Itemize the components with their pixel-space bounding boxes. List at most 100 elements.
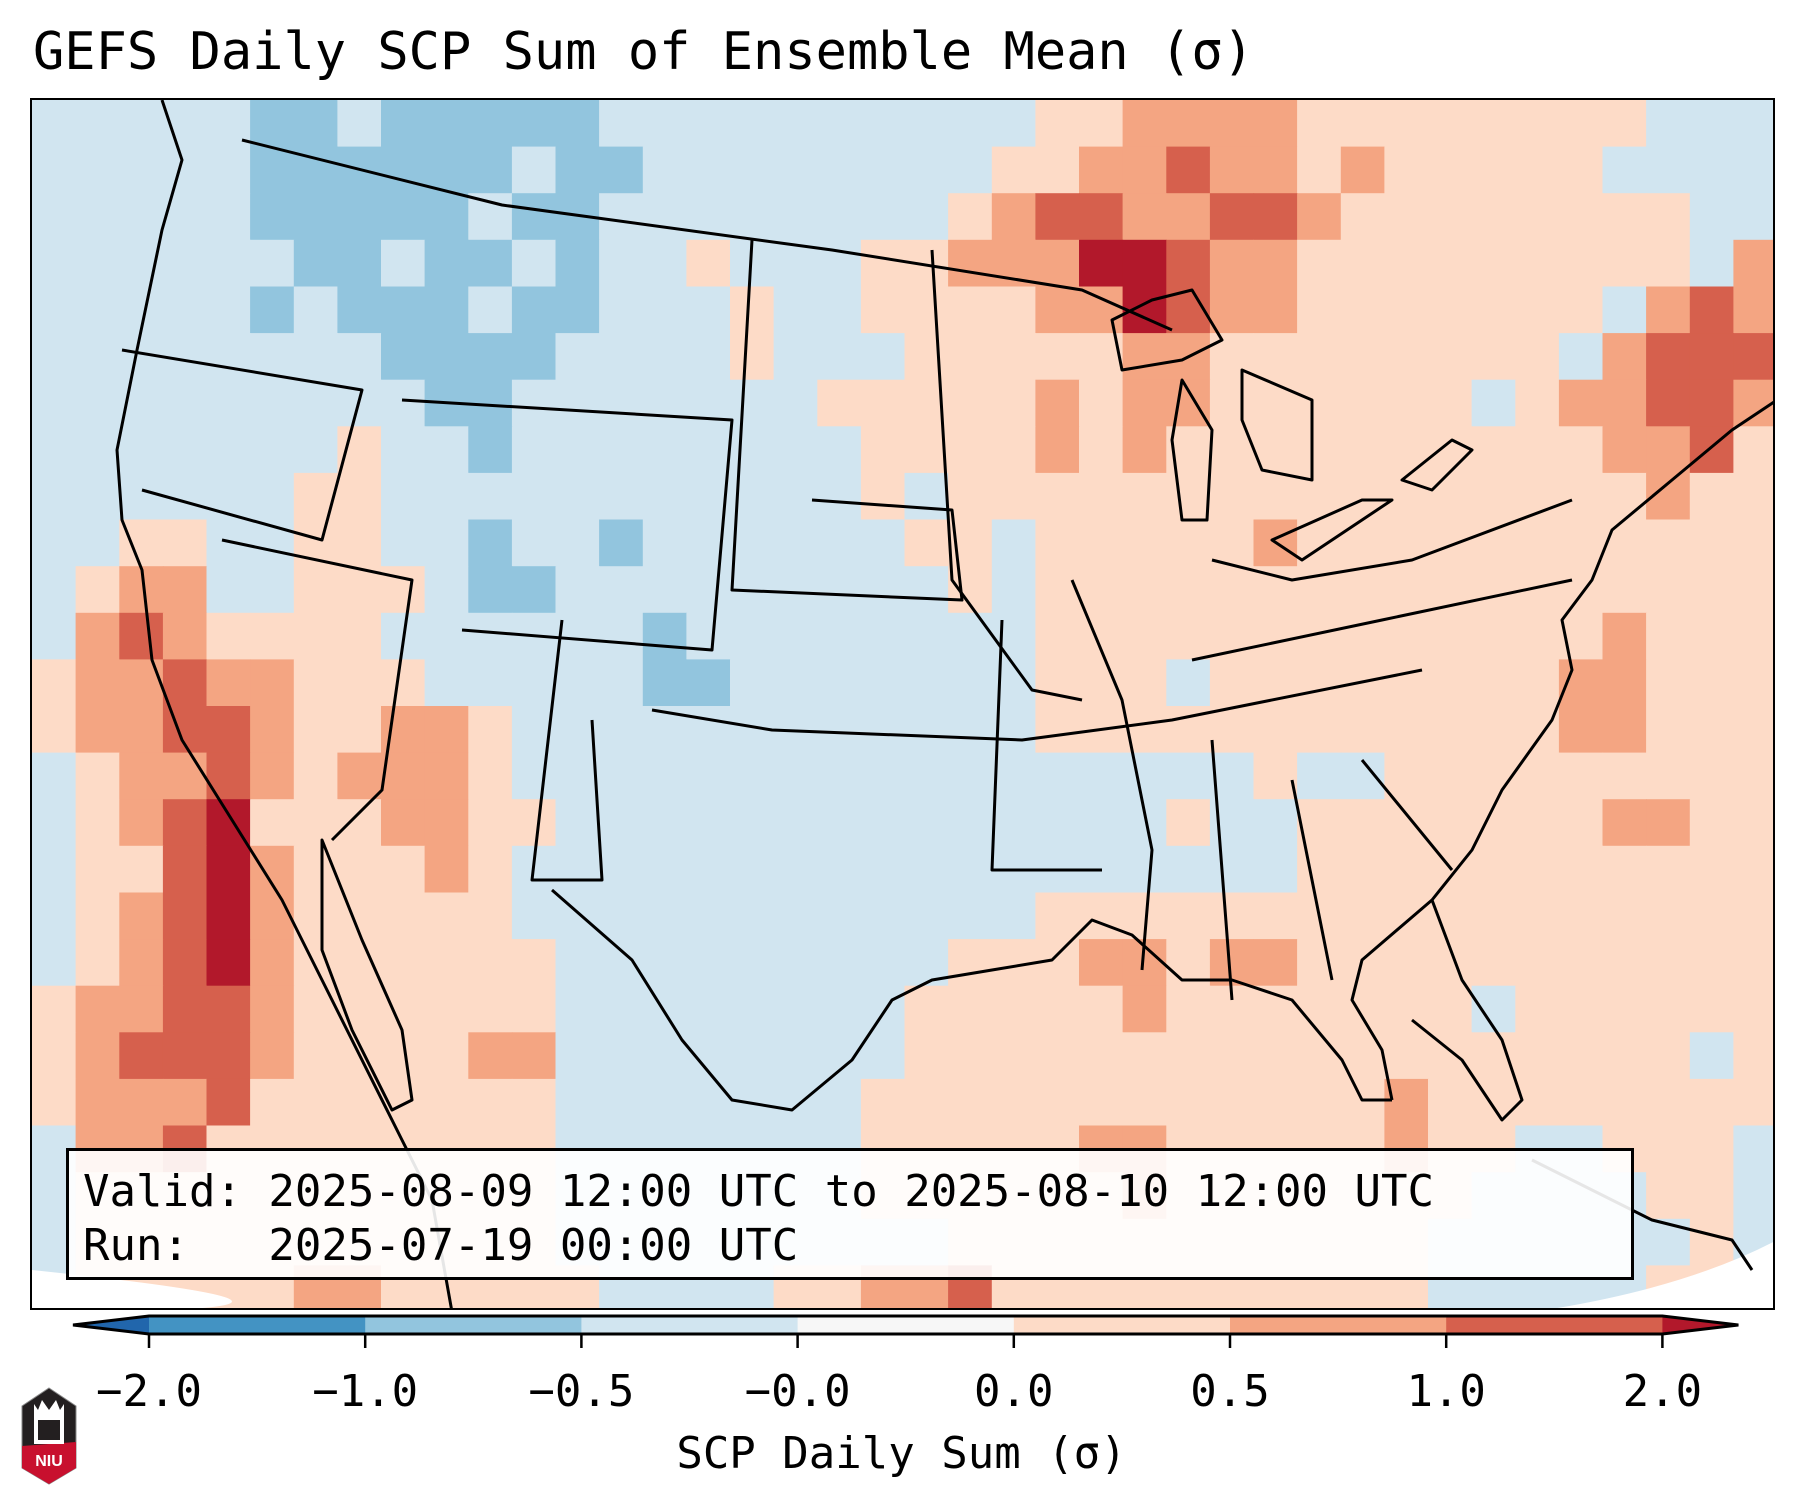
- scp-cell: [119, 659, 164, 707]
- scp-cell: [32, 193, 77, 241]
- scp-cell: [1035, 519, 1080, 567]
- scp-cell: [1515, 193, 1560, 241]
- scp-cell: [119, 426, 164, 474]
- scp-cell: [1471, 426, 1516, 474]
- scp-cell: [1340, 379, 1385, 427]
- scp-cell: [1166, 566, 1211, 614]
- scp-cell: [686, 799, 731, 847]
- scp-cell: [1515, 333, 1560, 381]
- colorbar-segment: [797, 1316, 1015, 1334]
- scp-cell: [1471, 100, 1516, 148]
- scp-cell: [250, 379, 295, 427]
- scp-cell: [1733, 1125, 1773, 1173]
- scp-cell: [1602, 939, 1647, 987]
- scp-cell: [424, 845, 469, 893]
- scp-cell: [1079, 193, 1124, 241]
- scp-cell: [904, 472, 949, 521]
- scp-cell: [991, 472, 1036, 521]
- scp-cell: [555, 939, 600, 987]
- scp-cell: [904, 706, 949, 754]
- scp-cell: [1646, 193, 1691, 241]
- scp-cell: [1428, 612, 1473, 660]
- scp-cell: [381, 286, 426, 334]
- scp-cell: [1209, 706, 1255, 754]
- scp-cell: [293, 239, 338, 287]
- scp-cell: [468, 799, 513, 847]
- great-lakes-michigan: [1170, 378, 1214, 522]
- scp-cell: [1515, 1078, 1560, 1127]
- scp-cell: [250, 1078, 295, 1127]
- scp-cell: [424, 333, 469, 381]
- scp-cell: [991, 286, 1036, 334]
- chart-title: GEFS Daily SCP Sum of Ensemble Mean (σ): [33, 22, 1254, 82]
- scp-cell: [1209, 472, 1255, 521]
- colorbar-tick-label: −0.5: [528, 1366, 635, 1417]
- scp-cell: [468, 659, 513, 707]
- scp-cell: [1733, 193, 1773, 241]
- scp-cell: [1733, 939, 1773, 987]
- scp-cell: [1733, 799, 1773, 847]
- scp-cell: [1733, 519, 1773, 567]
- scp-cell: [1253, 239, 1298, 287]
- scp-cell: [119, 1078, 164, 1127]
- scp-cell: [642, 1078, 687, 1127]
- colorbar-extend-min: [73, 1316, 149, 1334]
- scp-cell: [337, 519, 382, 567]
- scp-cell: [1253, 193, 1298, 241]
- scp-cell: [206, 286, 251, 334]
- scp-cell: [1384, 752, 1429, 800]
- scp-cell: [1166, 146, 1211, 194]
- scp-cell: [75, 100, 120, 148]
- scp-cell: [1689, 193, 1734, 241]
- scp-cell: [75, 1032, 120, 1080]
- scp-cell: [642, 566, 687, 614]
- scp-cell: [1384, 566, 1429, 614]
- scp-cell: [1558, 100, 1604, 148]
- scp-cell: [773, 100, 818, 148]
- scp-cell: [555, 379, 600, 427]
- scp-cell: [1122, 379, 1167, 427]
- scp-cell: [1209, 100, 1255, 148]
- scp-cell: [32, 566, 77, 614]
- state-line-10: [1210, 739, 1454, 1001]
- scp-cell: [904, 286, 949, 334]
- scp-cell: [1384, 845, 1429, 893]
- scp-cell: [1646, 146, 1691, 194]
- scp-cell: [1733, 333, 1773, 381]
- scp-cell: [555, 985, 600, 1033]
- scp-cell: [642, 333, 687, 381]
- scp-cell: [1297, 845, 1342, 893]
- scp-cell: [991, 612, 1036, 660]
- scp-cell: [1166, 379, 1211, 427]
- scp-cell: [381, 239, 426, 287]
- scp-cell: [468, 939, 513, 987]
- scp-cell: [599, 752, 644, 800]
- scp-cell: [1297, 1032, 1342, 1080]
- scp-cell: [860, 845, 906, 893]
- scp-cell: [1558, 1078, 1604, 1127]
- scp-cell: [293, 659, 338, 707]
- scp-cell: [162, 286, 208, 334]
- scp-cell: [1079, 426, 1124, 474]
- scp-cell: [293, 286, 338, 334]
- scp-cell: [1689, 286, 1734, 334]
- scp-cell: [32, 612, 77, 660]
- scp-cell: [1035, 706, 1080, 754]
- scp-cell: [555, 1032, 600, 1080]
- scp-cell: [75, 612, 120, 660]
- scp-cell: [119, 1032, 164, 1080]
- scp-cell: [1689, 239, 1734, 287]
- scp-cell: [293, 1078, 338, 1127]
- scp-cell: [250, 612, 295, 660]
- scp-cell: [75, 845, 120, 893]
- scp-cell: [1471, 659, 1516, 707]
- scp-cell: [1515, 1032, 1560, 1080]
- colorbar-segment: [581, 1316, 799, 1334]
- scp-cell: [1428, 752, 1473, 800]
- scp-cell: [32, 472, 77, 521]
- scp-cell: [293, 472, 338, 521]
- scp-cell: [511, 146, 557, 194]
- scp-cell: [686, 939, 731, 987]
- scp-cell: [75, 1078, 120, 1127]
- scp-cell: [1209, 193, 1255, 241]
